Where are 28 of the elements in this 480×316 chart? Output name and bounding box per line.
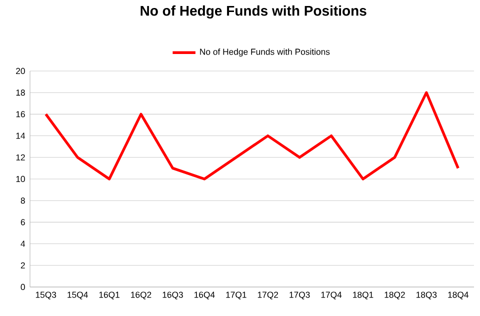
- x-tick-label: 15Q4: [68, 292, 88, 300]
- line-series: [44, 91, 460, 180]
- y-tick-label: 16: [16, 111, 25, 118]
- x-tick-label: 17Q2: [258, 292, 278, 300]
- y-tick-label: 14: [16, 132, 26, 139]
- y-tick-label: 8: [20, 198, 25, 204]
- y-tick-label: 12: [16, 154, 25, 160]
- x-tick-label: 15Q3: [36, 292, 56, 300]
- y-tick-label: 20: [16, 68, 25, 74]
- x-tick-label: 17Q1: [226, 292, 246, 300]
- x-tick-label: 17Q4: [321, 292, 342, 300]
- chart-title: No of Hedge Funds with Positions: [140, 5, 366, 19]
- x-tick-label: 18Q1: [353, 292, 374, 300]
- x-tick-label: 16Q3: [162, 292, 183, 300]
- x-tick-label: 16Q4: [194, 292, 215, 300]
- y-tick-label: 0: [20, 284, 25, 290]
- x-tick-label: 18Q3: [416, 292, 437, 300]
- x-tick-label: 16Q1: [99, 292, 120, 300]
- y-tick-label: 10: [16, 176, 25, 182]
- x-tick-label: 18Q4: [448, 292, 468, 300]
- y-tick-label: 4: [20, 240, 26, 247]
- x-tick-label: 16Q2: [131, 292, 152, 300]
- y-tick-label: 6: [20, 219, 25, 226]
- x-tick-label: 18Q2: [384, 292, 405, 300]
- y-tick-label: 2: [20, 262, 25, 268]
- y-tick-label: 18: [16, 90, 25, 96]
- legend-label: No of Hedge Funds with Positions: [200, 48, 330, 57]
- x-tick-label: 17Q3: [290, 292, 310, 300]
